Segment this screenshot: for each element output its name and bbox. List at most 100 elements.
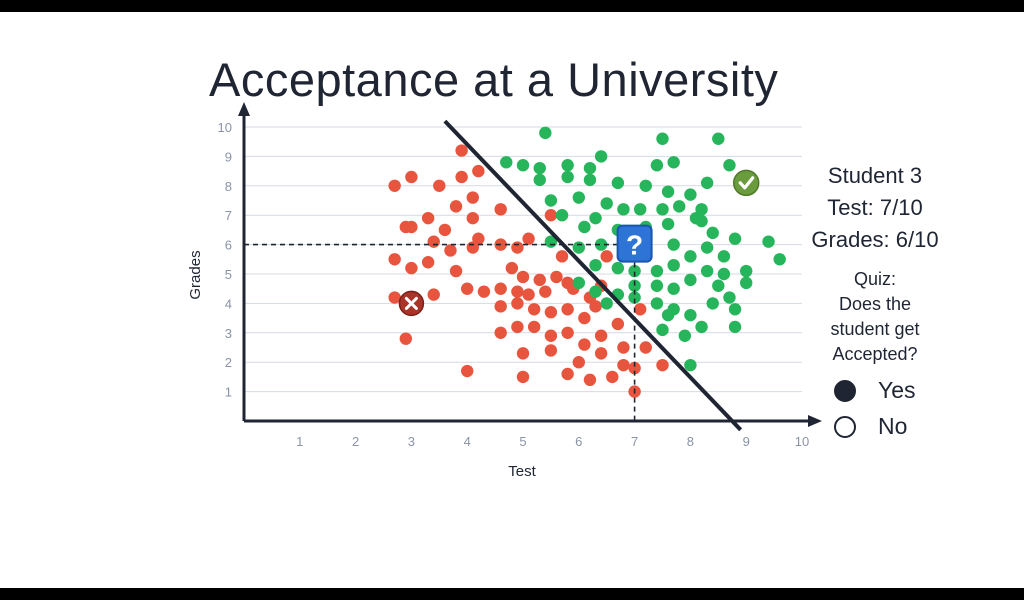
rejected-point (494, 300, 507, 313)
accepted-point (656, 323, 669, 337)
rejected-point (617, 341, 630, 354)
rejected-point (444, 244, 457, 257)
accepted-point (673, 200, 686, 213)
accepted-point (740, 276, 753, 290)
accepted-point (762, 235, 775, 248)
rejected-point (427, 288, 440, 301)
accepted-point (684, 250, 697, 263)
accepted-point (561, 170, 574, 184)
accepted-point (633, 203, 647, 216)
accepted-point (594, 150, 608, 163)
student-info: Student 3 Test: 7/10 Grades: 6/10 (800, 160, 950, 256)
accepted-point (689, 211, 703, 225)
rejected-point (466, 191, 479, 204)
accepted-point (561, 159, 574, 172)
accepted-point (639, 179, 652, 192)
rejected-point (466, 241, 479, 254)
y-tick-label: 1 (225, 385, 232, 400)
rejected-point (449, 200, 463, 213)
student-test-score: Test: 7/10 (827, 195, 923, 220)
rejected-point (594, 329, 608, 342)
accepted-point (572, 191, 585, 204)
rejected-point (561, 326, 574, 339)
accepted-point (667, 156, 680, 169)
accepted-point (717, 267, 731, 281)
rejected-point (561, 367, 574, 381)
rejected-point (617, 358, 630, 372)
accepted-point (695, 203, 708, 216)
check-mark-glyph (738, 176, 755, 190)
rejected-point (600, 250, 613, 263)
radio-unselected-icon[interactable] (834, 415, 856, 438)
accepted-point (611, 261, 625, 275)
accepted-point (706, 297, 719, 310)
top-letterbox (0, 0, 1024, 12)
radio-selected-icon[interactable] (834, 379, 856, 402)
accepted-point (667, 282, 680, 295)
rejected-point (505, 261, 519, 275)
quiz-option-yes[interactable]: Yes (834, 377, 916, 404)
accepted-point (700, 264, 714, 278)
accepted-point (583, 161, 597, 175)
decision-boundary-line (443, 119, 743, 432)
rejected-point (494, 203, 507, 216)
rejected-point (477, 285, 491, 298)
accepted-point (500, 156, 513, 169)
y-tick-label: 7 (225, 208, 232, 223)
rejected-point (539, 285, 552, 298)
rejected-point (606, 370, 619, 384)
rejected-point (522, 232, 535, 245)
rejected-point (516, 270, 530, 284)
rejected-point (572, 356, 585, 369)
rejected-point (388, 179, 401, 192)
rejected-point (544, 209, 558, 222)
rejected-point (388, 253, 401, 266)
x-axis-arrow-icon (808, 415, 822, 427)
accepted-point (628, 264, 641, 278)
rejected-point (438, 223, 452, 237)
rejected-point (527, 303, 541, 316)
rejected-point (511, 285, 524, 298)
rejected-point (455, 144, 468, 157)
accepted-point (773, 253, 786, 266)
accepted-point (589, 211, 602, 225)
accepted-point (611, 176, 625, 190)
rejected-point (639, 341, 652, 354)
x-tick-label: 6 (575, 434, 582, 449)
y-tick-label: 5 (225, 267, 232, 282)
accepted-point (684, 358, 697, 372)
accepted-point (539, 126, 552, 140)
rejected-point (388, 291, 401, 304)
accepted-point (600, 197, 613, 210)
rejected-point (611, 317, 625, 331)
accepted-point (678, 329, 692, 342)
accepted-point (661, 185, 675, 198)
accepted-point (578, 220, 591, 234)
quiz-option-no[interactable]: No (834, 413, 907, 440)
rejected-point (594, 347, 608, 360)
accepted-point (728, 232, 742, 245)
rejected-point (544, 344, 558, 357)
accepted-point (661, 217, 675, 231)
accepted-point (728, 320, 742, 334)
accepted-point (617, 203, 630, 216)
accepted-point (600, 297, 613, 310)
accepted-point (723, 291, 736, 304)
y-tick-label: 10 (218, 120, 232, 135)
rejected-point (561, 303, 574, 316)
x-tick-label: 4 (464, 434, 471, 449)
accepted-point (667, 238, 680, 251)
x-tick-label: 2 (352, 434, 359, 449)
rejected-point (516, 370, 530, 384)
quiz-question-line: Does the (838, 294, 912, 314)
y-tick-label: 4 (225, 296, 232, 311)
accepted-point (650, 159, 664, 172)
accepted-point (700, 241, 714, 254)
rejected-point (533, 273, 546, 287)
rejected-point (427, 235, 440, 248)
rejected-point (628, 361, 641, 375)
accepted-point (650, 297, 664, 310)
rejected-point (449, 264, 463, 278)
accepted-point (706, 226, 719, 240)
